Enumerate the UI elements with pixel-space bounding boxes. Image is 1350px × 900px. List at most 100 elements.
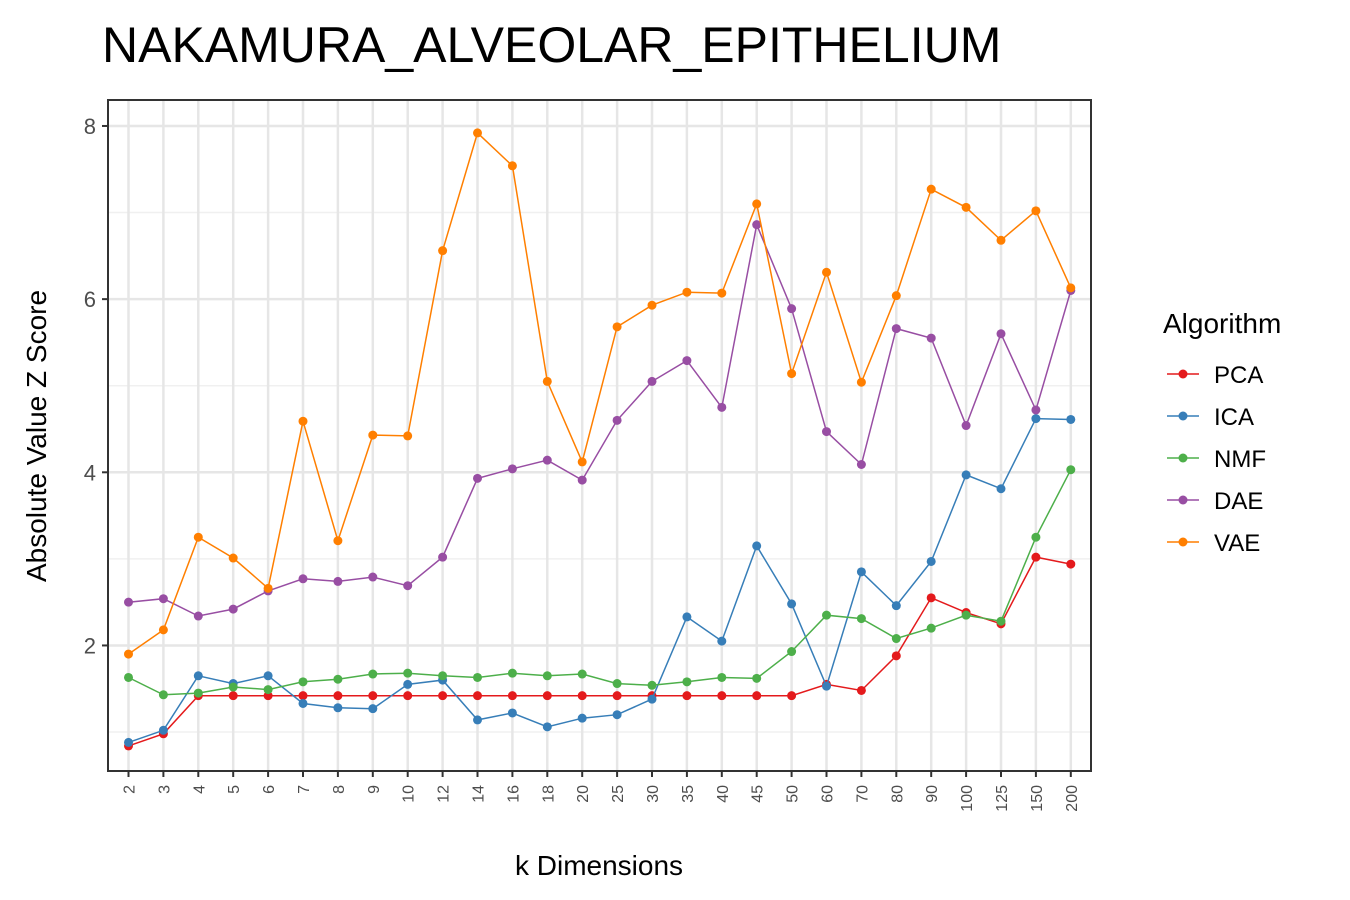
data-point-vae [158, 625, 168, 635]
data-point-pca [577, 691, 587, 701]
data-point-vae [961, 202, 971, 212]
data-point-pca [1066, 559, 1076, 569]
y-axis-title: Absolute Value Z Score [21, 290, 52, 582]
y-tick-label: 8 [84, 114, 96, 139]
data-point-nmf [193, 688, 203, 698]
series-line-ica [128, 417, 1071, 744]
data-point-ica [507, 708, 517, 718]
data-point-nmf [926, 623, 936, 633]
x-tick-label: 25 [610, 785, 627, 803]
data-point-dae [752, 220, 762, 230]
data-point-dae [507, 464, 517, 474]
y-tick-label: 6 [84, 287, 96, 312]
data-point-dae [298, 574, 308, 584]
data-point-ica [752, 541, 762, 551]
x-tick-label: 18 [540, 785, 557, 803]
plot-panel-background [108, 100, 1091, 771]
plot-panel-border [107, 99, 1092, 772]
data-point-ica [403, 679, 413, 689]
x-tick-label: 12 [436, 785, 453, 803]
data-point-dae [822, 427, 831, 437]
data-point-nmf [368, 669, 378, 679]
legend-key-point [1178, 495, 1188, 505]
x-tick-label: 40 [715, 785, 732, 803]
data-point-nmf [787, 647, 797, 657]
series-line-vae [128, 131, 1072, 655]
data-point-pca [333, 691, 343, 701]
data-point-vae [263, 583, 273, 593]
data-point-pca [856, 685, 866, 695]
data-point-nmf [996, 616, 1006, 626]
x-tick-label: 100 [959, 785, 976, 812]
y-tick-label: 4 [84, 460, 96, 485]
data-point-vae [333, 536, 343, 546]
data-point-vae [752, 199, 762, 209]
legend-label: VAE [1214, 530, 1260, 557]
series-lines [124, 128, 1076, 751]
data-point-nmf [822, 610, 831, 620]
data-point-pca [752, 691, 762, 701]
x-tick-label: 16 [505, 785, 522, 803]
data-point-nmf [717, 672, 727, 682]
x-tick-label: 20 [575, 785, 592, 803]
data-point-ica [577, 713, 587, 723]
data-point-vae [612, 322, 622, 332]
data-point-nmf [542, 671, 552, 681]
series-line-nmf [128, 469, 1072, 696]
x-tick-label: 70 [854, 785, 871, 803]
data-point-ica [1031, 414, 1041, 424]
data-point-nmf [682, 677, 692, 687]
data-point-vae [822, 267, 831, 277]
legend-item-vae: VAE [1167, 530, 1260, 557]
legend-key-point [1178, 537, 1188, 547]
data-point-dae [193, 611, 203, 621]
data-point-dae [333, 576, 343, 586]
data-point-dae [612, 415, 622, 425]
data-point-dae [403, 581, 413, 591]
grid-lines [108, 100, 1091, 771]
data-point-ica [333, 703, 343, 713]
data-point-nmf [577, 669, 587, 679]
x-tick-label: 9 [366, 785, 383, 794]
legend-item-pca: PCA [1167, 362, 1263, 389]
x-tick-label: 5 [226, 785, 243, 794]
data-point-vae [542, 376, 552, 386]
x-tick-label: 14 [471, 785, 488, 803]
data-point-dae [717, 402, 727, 412]
data-point-ica [263, 671, 273, 681]
data-point-vae [787, 369, 797, 379]
data-point-ica [647, 694, 657, 704]
x-tick-label: 90 [924, 785, 941, 803]
data-point-pca [438, 691, 448, 701]
data-point-nmf [158, 690, 168, 700]
data-point-dae [856, 460, 866, 470]
legend-label: DAE [1214, 488, 1263, 515]
y-tick-label: 2 [84, 633, 96, 658]
x-tick-label: 45 [750, 785, 767, 803]
data-point-pca [717, 691, 727, 701]
x-tick-label: 10 [401, 785, 418, 803]
data-point-vae [193, 532, 203, 542]
data-point-dae [926, 333, 936, 343]
data-point-dae [647, 376, 657, 386]
x-tick-label: 7 [296, 785, 313, 794]
data-point-pca [507, 691, 517, 701]
legend-label: ICA [1214, 404, 1254, 431]
data-point-vae [368, 430, 378, 440]
data-point-nmf [298, 677, 308, 687]
data-point-vae [891, 291, 901, 301]
data-point-pca [368, 691, 378, 701]
x-tick-label: 6 [261, 785, 278, 794]
data-point-dae [1031, 405, 1041, 415]
x-tick-label: 200 [1064, 785, 1081, 812]
data-point-vae [682, 287, 692, 297]
data-point-ica [124, 737, 133, 747]
x-tick-label: 125 [994, 785, 1011, 812]
data-point-ica [856, 567, 866, 577]
data-point-nmf [333, 674, 343, 684]
series-ica [124, 414, 1076, 747]
data-point-ica [891, 601, 901, 611]
data-point-dae [158, 594, 168, 604]
data-point-nmf [228, 682, 238, 692]
